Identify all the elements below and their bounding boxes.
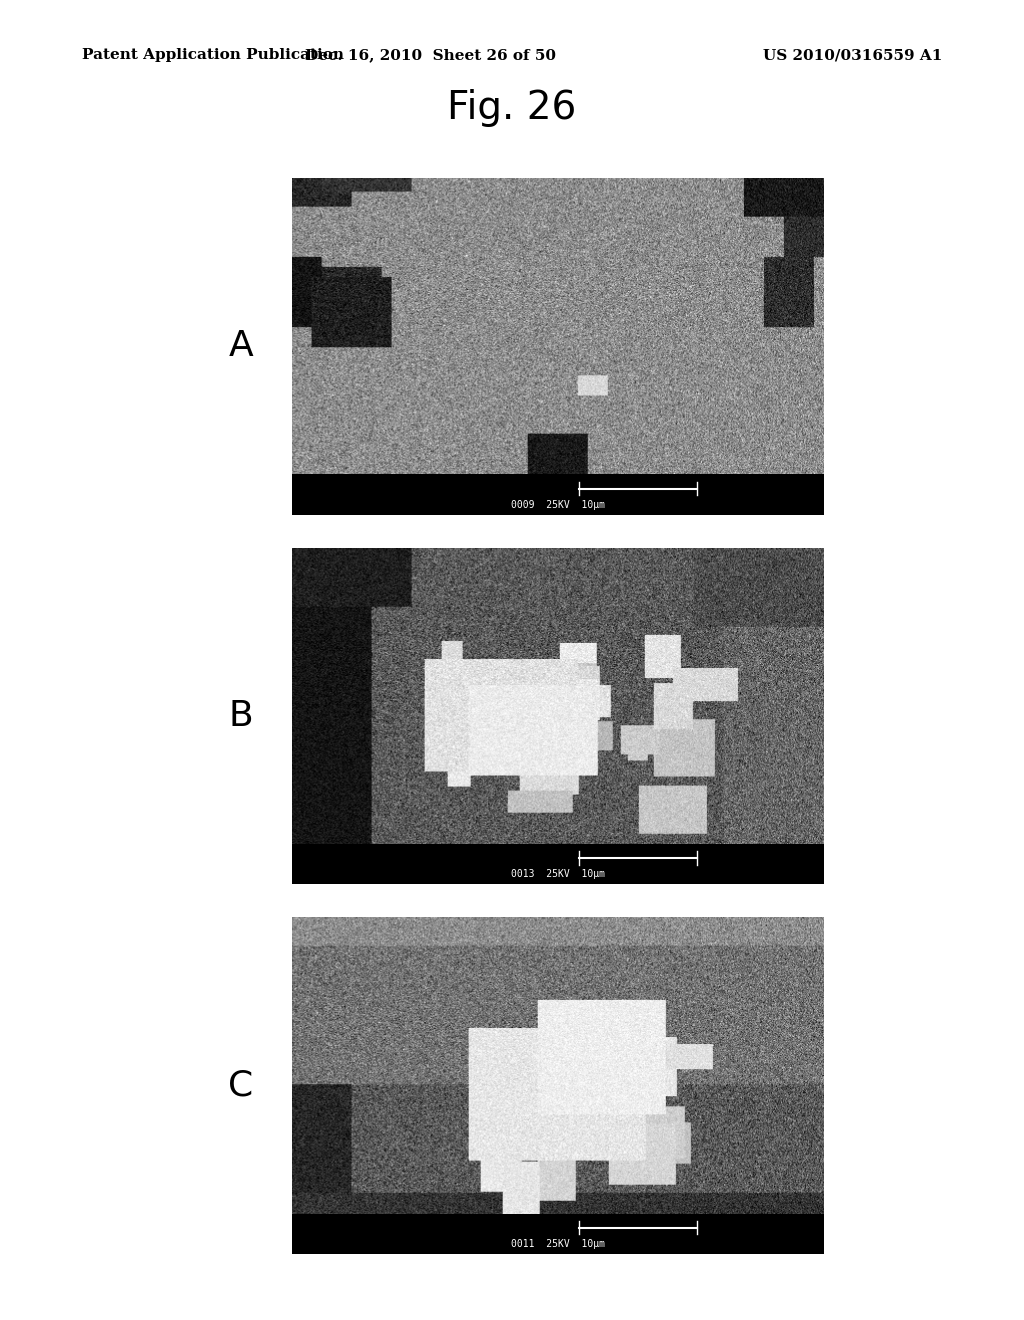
Text: 0009  25KV  10μm: 0009 25KV 10μm <box>511 500 605 510</box>
Text: A: A <box>228 330 253 363</box>
Text: B: B <box>228 700 253 733</box>
Text: 0011  25KV  10μm: 0011 25KV 10μm <box>511 1239 605 1249</box>
Bar <box>292 843 824 884</box>
Text: Dec. 16, 2010  Sheet 26 of 50: Dec. 16, 2010 Sheet 26 of 50 <box>304 49 556 62</box>
Text: US 2010/0316559 A1: US 2010/0316559 A1 <box>763 49 942 62</box>
Bar <box>292 474 824 515</box>
Text: Patent Application Publication: Patent Application Publication <box>82 49 344 62</box>
Text: Fig. 26: Fig. 26 <box>447 90 577 127</box>
Text: 0013  25KV  10μm: 0013 25KV 10μm <box>511 870 605 879</box>
Text: C: C <box>228 1069 253 1102</box>
Bar <box>292 1213 824 1254</box>
